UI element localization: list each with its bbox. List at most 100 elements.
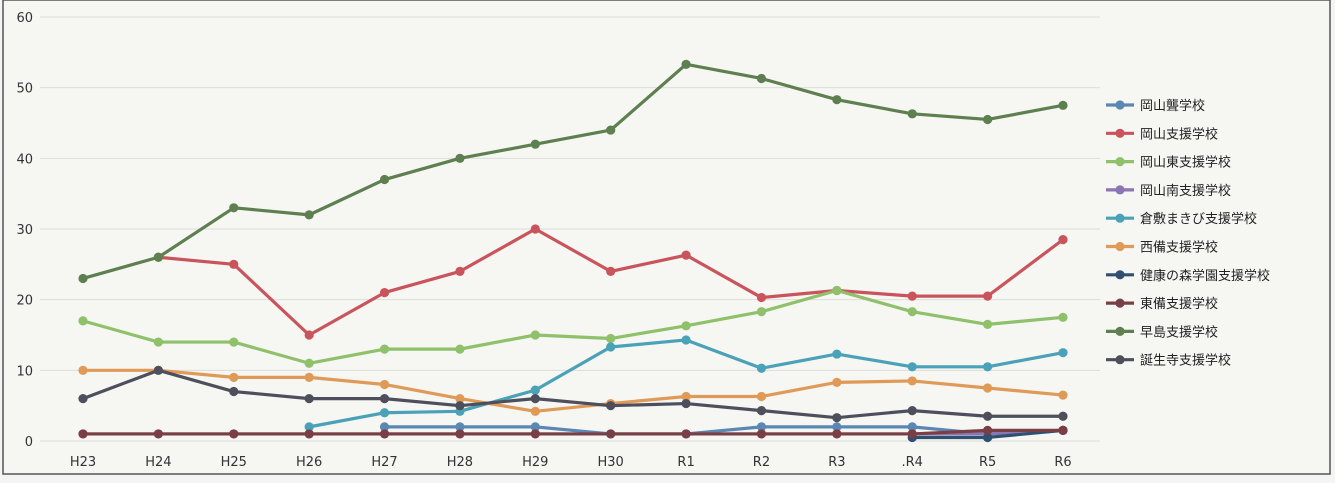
data-point <box>455 401 465 411</box>
data-point <box>304 372 314 382</box>
series-line <box>81 428 1065 436</box>
data-point <box>153 337 163 347</box>
data-point <box>756 292 767 303</box>
x-tick-label: H29 <box>522 455 548 470</box>
legend-swatch-marker <box>1115 157 1125 167</box>
data-point <box>983 291 993 301</box>
data-point <box>229 203 239 213</box>
data-point <box>229 429 239 439</box>
data-point <box>229 386 239 397</box>
data-point <box>153 365 163 375</box>
data-point <box>832 422 842 432</box>
data-point <box>681 391 691 402</box>
data-point <box>907 422 917 432</box>
x-tick-label: .R4 <box>902 455 923 470</box>
series-8 <box>78 425 1068 439</box>
data-point <box>530 330 540 340</box>
data-point <box>78 429 88 439</box>
x-tick-label: H23 <box>70 455 96 470</box>
legend-swatch-marker <box>1115 128 1125 138</box>
x-tick-label: R6 <box>1054 455 1071 470</box>
legend-label: 早島支援学校 <box>1140 324 1218 340</box>
data-point <box>907 307 917 317</box>
data-point <box>379 394 390 404</box>
y-tick-label: 10 <box>16 364 33 379</box>
data-point <box>756 422 767 432</box>
data-point <box>379 379 390 390</box>
x-tick-label: R3 <box>828 455 845 470</box>
data-point <box>983 411 993 421</box>
data-point <box>455 429 465 439</box>
data-point <box>455 266 465 276</box>
data-point <box>530 224 540 234</box>
series-10 <box>78 365 1068 423</box>
data-point <box>907 362 917 372</box>
x-tick-label: R5 <box>979 455 996 470</box>
data-point <box>530 422 540 432</box>
data-point <box>983 319 993 329</box>
data-point <box>832 429 842 439</box>
data-point <box>756 363 767 373</box>
data-point <box>681 398 691 409</box>
data-point <box>1058 100 1068 110</box>
data-point <box>681 250 691 260</box>
data-point <box>606 333 616 344</box>
data-point <box>681 335 691 345</box>
data-point <box>983 432 993 443</box>
data-point <box>756 391 767 402</box>
x-tick-label: H26 <box>296 455 322 470</box>
data-point <box>907 376 917 386</box>
legend-item: 誕生寺支援学校 <box>1106 353 1231 369</box>
data-point <box>379 174 390 185</box>
data-point <box>1058 425 1068 435</box>
series-2 <box>153 224 1068 340</box>
data-point <box>304 210 314 220</box>
y-tick-label: 60 <box>16 11 33 26</box>
legend-item: 岡山聾学校 <box>1106 98 1205 114</box>
data-point <box>379 344 390 354</box>
legend-swatch-marker <box>1115 355 1125 365</box>
data-point <box>606 266 616 276</box>
data-point <box>907 109 917 119</box>
data-point <box>304 394 314 404</box>
legend-label: 岡山支援学校 <box>1140 126 1218 142</box>
legend-swatch-marker <box>1115 100 1125 110</box>
series-3 <box>78 285 1068 368</box>
data-point <box>1058 411 1068 421</box>
legend-label: 健康の森学園支援学校 <box>1140 268 1270 284</box>
x-tick-label: H27 <box>371 455 397 470</box>
legend-label: 誕生寺支援学校 <box>1140 353 1231 369</box>
data-point <box>455 394 465 404</box>
data-point <box>756 307 767 317</box>
legend-item: 岡山支援学校 <box>1106 126 1218 142</box>
data-point <box>304 330 314 340</box>
legend-item: 西備支援学校 <box>1106 240 1218 256</box>
legend-item: 早島支援学校 <box>1106 324 1218 340</box>
data-point <box>455 344 465 354</box>
y-tick-label: 30 <box>16 223 33 238</box>
legend: 岡山聾学校岡山支援学校岡山東支援学校岡山南支援学校倉敷まきび支援学校西備支援学校… <box>1106 98 1270 369</box>
x-tick-label: H30 <box>598 455 624 470</box>
x-axis: H23 H24 H25 H26 H27 H28 H29 H30 R1 R2 R3 .R4 R5 R6 <box>70 455 1072 470</box>
legend-label: 岡山聾学校 <box>1140 98 1205 114</box>
data-point <box>907 429 917 439</box>
y-tick-label: 0 <box>25 435 33 450</box>
data-point <box>229 372 239 382</box>
legend-swatch-marker <box>1115 185 1125 195</box>
data-point <box>983 425 993 435</box>
data-point <box>681 429 691 439</box>
data-point <box>832 377 842 387</box>
data-point <box>983 383 993 393</box>
x-tick-label: H25 <box>221 455 247 470</box>
y-tick-label: 40 <box>16 152 33 167</box>
data-point <box>78 273 88 284</box>
legend-item: 健康の森学園支援学校 <box>1106 268 1270 284</box>
legend-label: 倉敷まきび支援学校 <box>1140 211 1257 227</box>
data-point <box>606 401 616 411</box>
data-point <box>606 429 616 439</box>
legend-swatch-marker <box>1115 270 1125 280</box>
x-tick-label: R1 <box>677 455 694 470</box>
data-point <box>379 429 390 439</box>
